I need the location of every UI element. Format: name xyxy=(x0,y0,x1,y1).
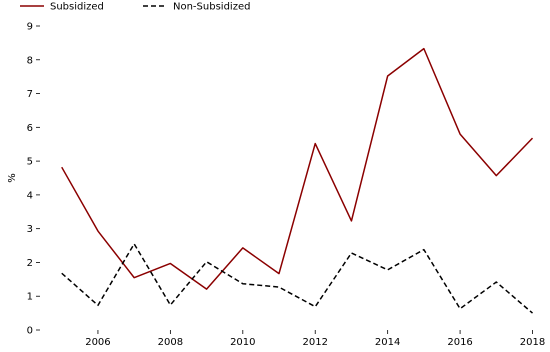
y-tick-label: 5 xyxy=(27,157,33,168)
x-tick-label: 2012 xyxy=(303,337,328,348)
y-tick-label: 2 xyxy=(27,258,33,269)
series-line-subsidized xyxy=(61,47,534,290)
legend: Subsidized Non-Subsidized xyxy=(20,2,250,13)
y-tick-label: 1 xyxy=(27,292,33,303)
y-tick-label: 6 xyxy=(27,123,33,134)
x-tick-label: 2014 xyxy=(375,337,400,348)
y-tick-label: 4 xyxy=(27,190,33,201)
x-tick-label: 2018 xyxy=(520,337,545,348)
y-axis: 0 1 2 3 4 5 6 7 8 9 xyxy=(27,22,40,337)
series-line-non-subsidized xyxy=(61,243,533,314)
y-axis-label: % xyxy=(7,173,18,183)
x-tick-label: 2016 xyxy=(447,337,472,348)
legend-label: Non-Subsidized xyxy=(173,2,250,13)
x-tick-label: 2006 xyxy=(85,337,110,348)
y-tick-label: 3 xyxy=(27,224,33,235)
y-tick-label: 9 xyxy=(27,22,33,33)
y-tick-label: 8 xyxy=(27,55,33,66)
series-layer xyxy=(61,47,534,314)
x-tick-label: 2008 xyxy=(158,337,183,348)
y-tick-label: 0 xyxy=(27,326,33,337)
legend-label: Subsidized xyxy=(50,2,104,13)
y-tick-label: 7 xyxy=(27,89,33,100)
x-axis: 2006 2008 2010 2012 2014 2016 2018 xyxy=(85,330,545,348)
legend-item: Non-Subsidized xyxy=(143,2,250,13)
x-tick-label: 2010 xyxy=(230,337,255,348)
legend-item: Subsidized xyxy=(20,2,104,13)
